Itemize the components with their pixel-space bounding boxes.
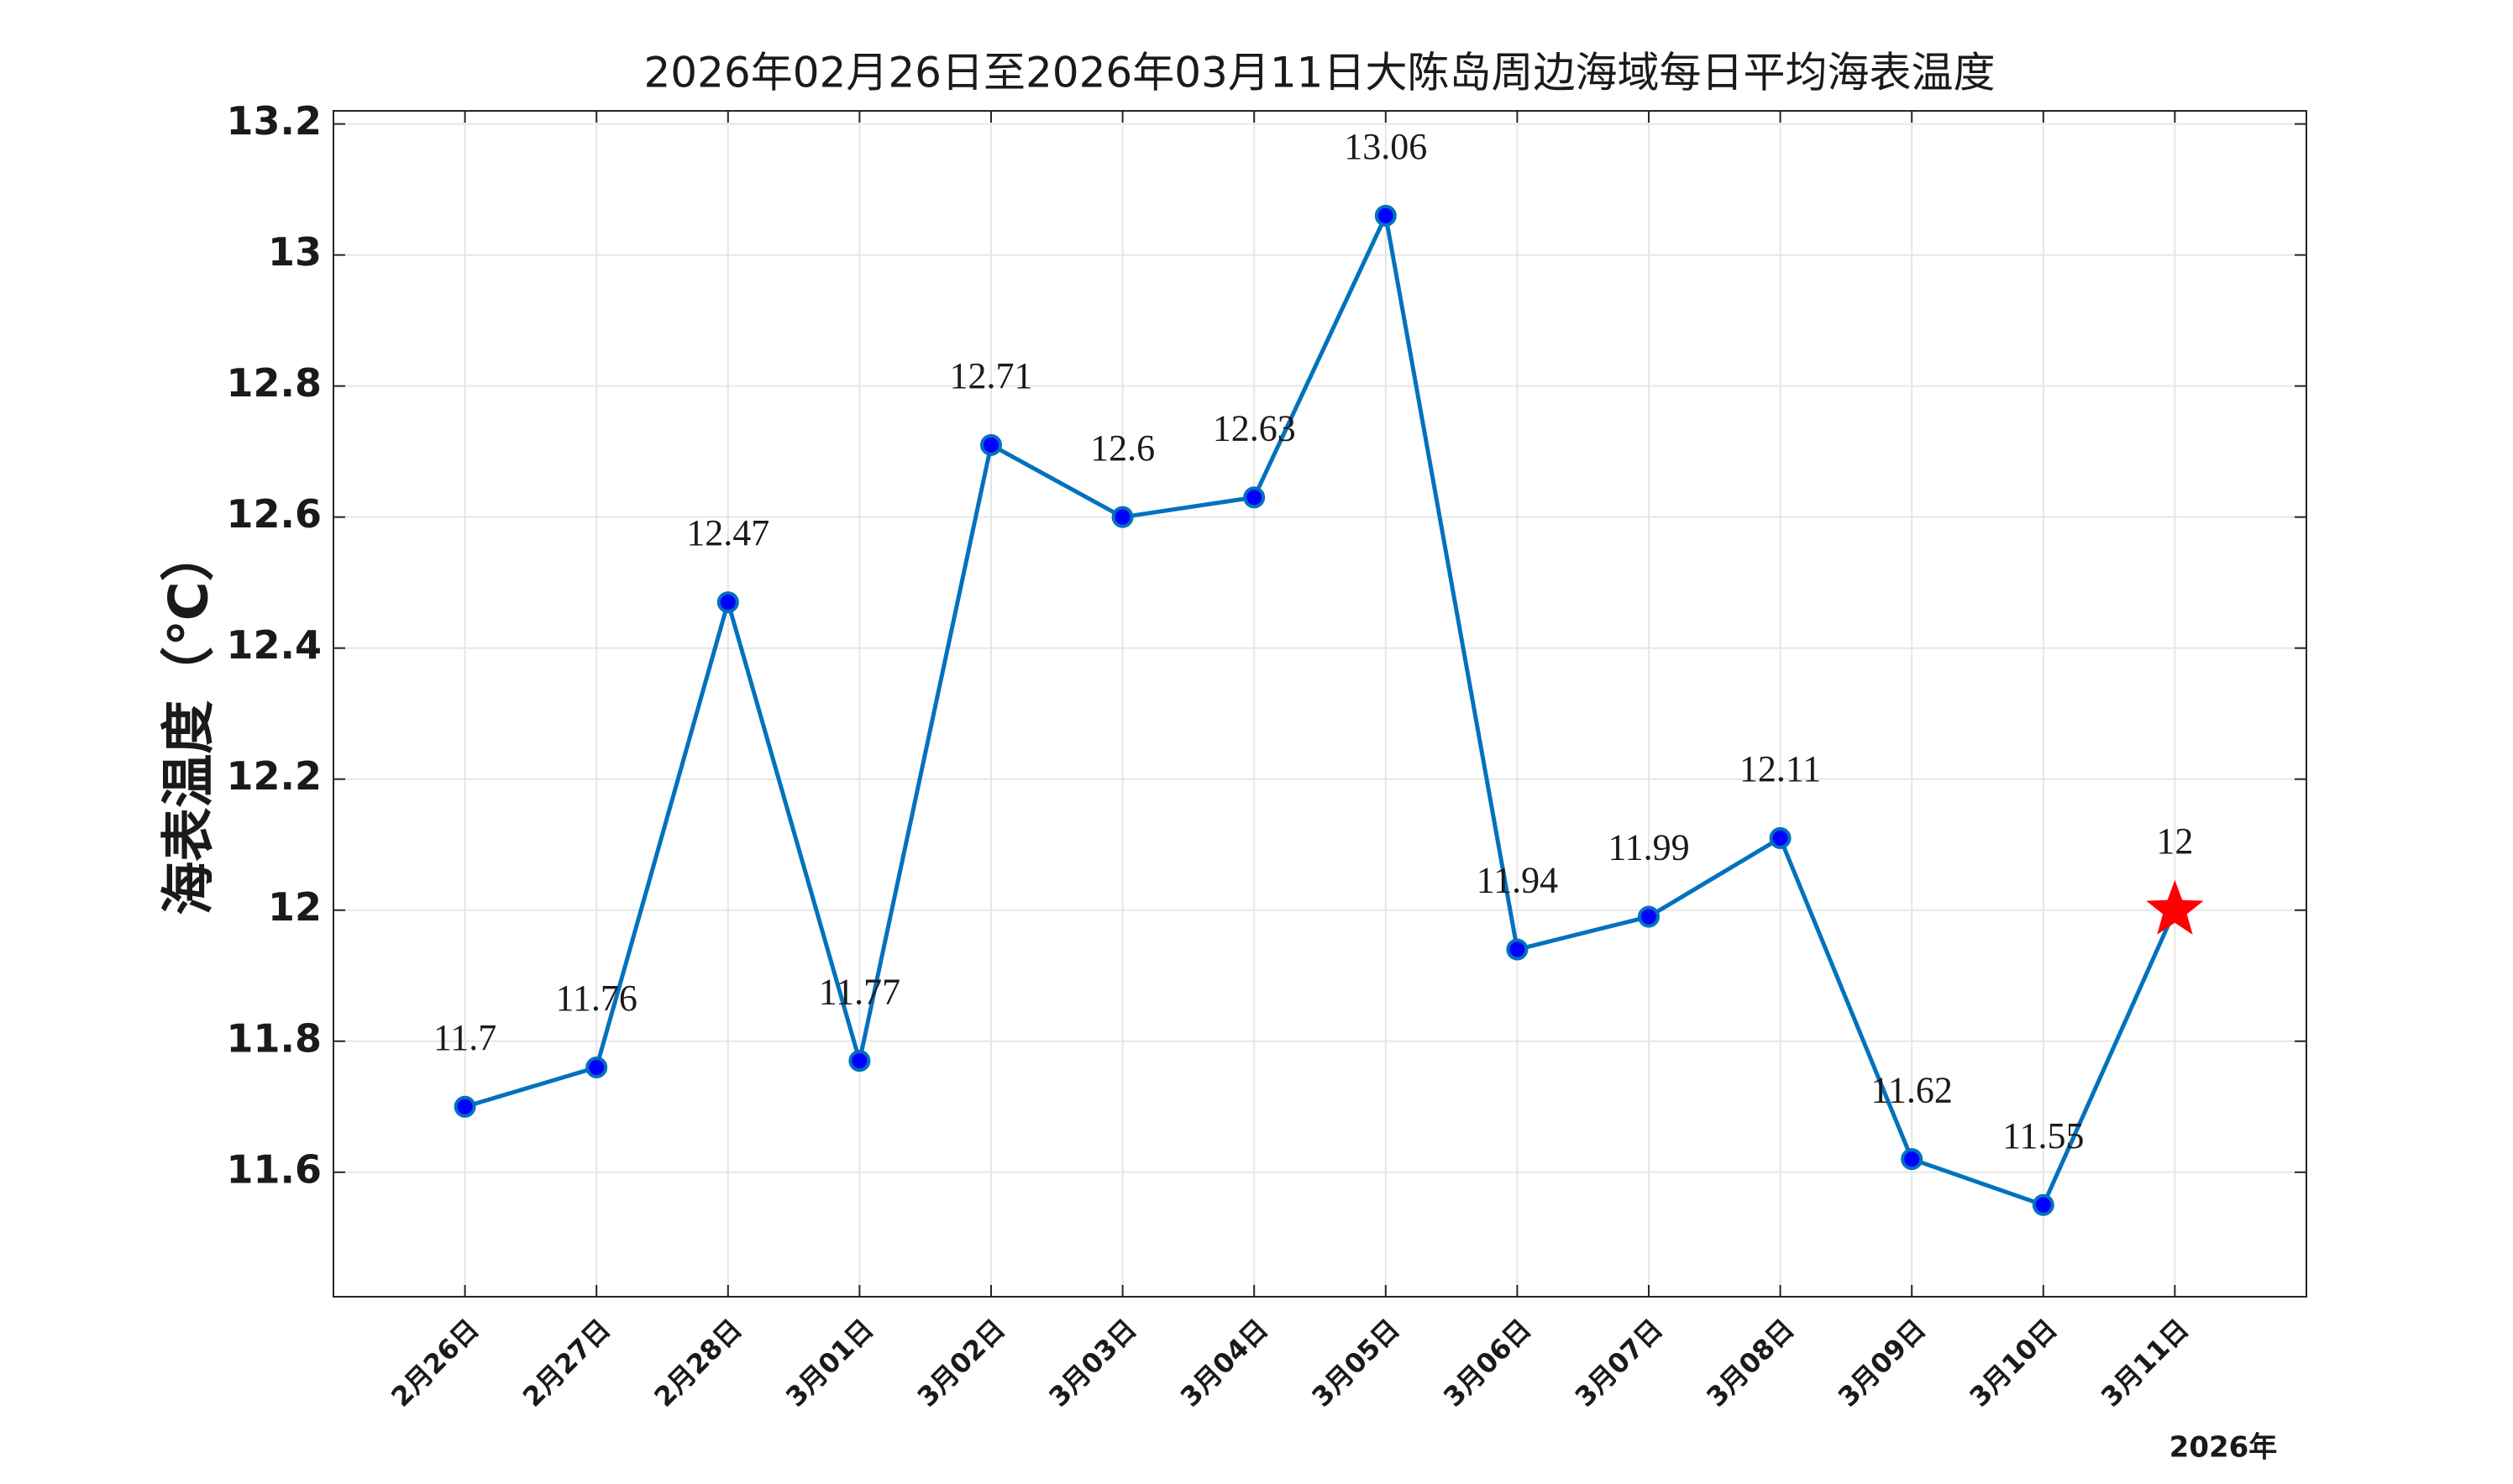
y-tick-label: 12.8 xyxy=(227,360,323,406)
y-tick-label: 11.6 xyxy=(227,1146,323,1192)
point-marker xyxy=(980,433,1002,456)
data-label: 12 xyxy=(2156,821,2193,862)
y-tick-label: 13 xyxy=(268,229,322,275)
data-label: 11.62 xyxy=(1871,1069,1953,1110)
data-label: 11.76 xyxy=(556,978,637,1019)
point-marker xyxy=(848,1050,871,1072)
point-marker xyxy=(716,591,739,614)
data-label: 13.06 xyxy=(1344,126,1427,167)
y-axis-label: 海表温度（℃） xyxy=(159,527,221,915)
data-label: 11.77 xyxy=(819,971,900,1012)
data-label: 12.47 xyxy=(686,512,769,553)
y-tick-label: 11.8 xyxy=(227,1015,323,1061)
data-line xyxy=(464,213,2177,1208)
point-marker xyxy=(1638,905,1660,928)
y-tick-label: 13.2 xyxy=(227,98,323,144)
y-tick-label: 12 xyxy=(268,884,322,930)
point-marker xyxy=(1901,1148,1923,1171)
data-label: 12.6 xyxy=(1090,427,1155,469)
y-tick-label: 12.4 xyxy=(227,622,323,668)
data-label: 12.71 xyxy=(950,355,1033,396)
data-label: 12.11 xyxy=(1739,748,1821,789)
chart-title: 2026年02月26日至2026年03月11日大陈岛周边海域每日平均海表温度 xyxy=(644,49,1996,97)
y-tick-label: 12.6 xyxy=(227,491,323,537)
x-axis-label: 2026年 xyxy=(2169,1431,2278,1465)
y-tick-label: 12.2 xyxy=(227,753,323,799)
data-label: 11.94 xyxy=(1477,860,1558,901)
star-marker xyxy=(2146,879,2204,935)
data-label: 11.99 xyxy=(1608,827,1689,868)
point-marker xyxy=(1374,204,1397,227)
point-marker xyxy=(1506,938,1529,961)
data-label: 11.55 xyxy=(2002,1115,2084,1156)
point-marker xyxy=(1243,486,1266,509)
point-marker xyxy=(2032,1193,2054,1216)
point-marker xyxy=(1769,826,1792,849)
plot-frame xyxy=(333,110,2307,1298)
data-label: 12.63 xyxy=(1213,407,1296,448)
point-marker xyxy=(454,1095,476,1118)
point-marker xyxy=(585,1056,608,1078)
point-marker xyxy=(1111,506,1134,528)
data-label: 11.7 xyxy=(433,1017,496,1058)
